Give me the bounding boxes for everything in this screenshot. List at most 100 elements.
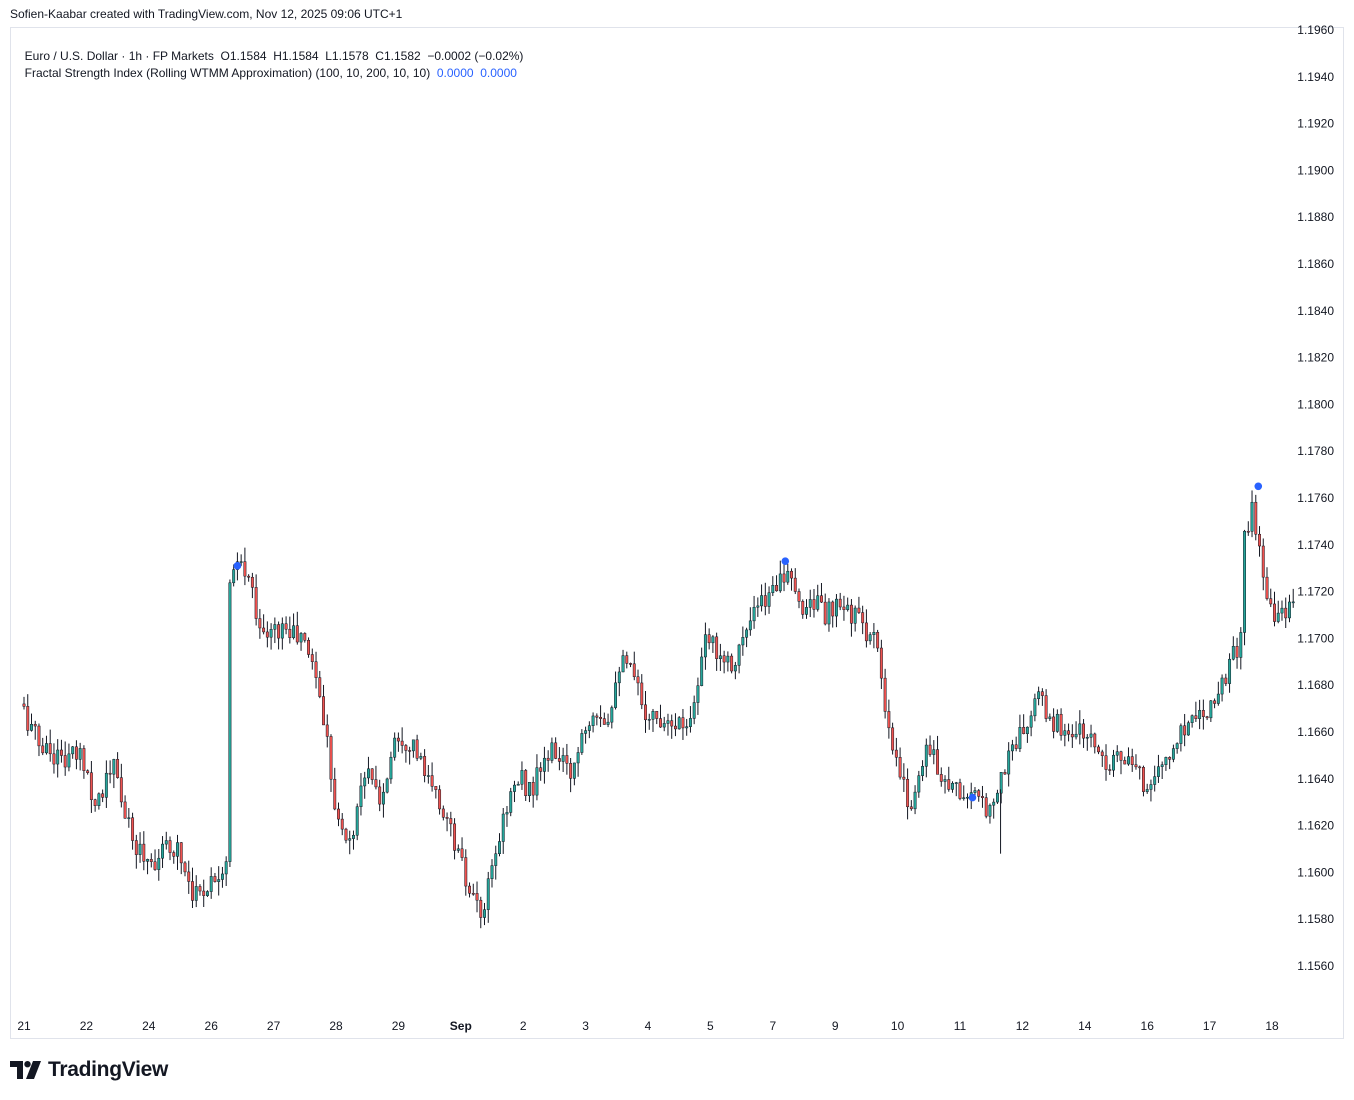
candle xyxy=(602,712,606,725)
candle xyxy=(606,713,610,728)
candle xyxy=(378,779,382,812)
candle xyxy=(1104,744,1108,781)
candle xyxy=(1070,724,1074,748)
candle xyxy=(973,787,977,796)
candle xyxy=(1198,699,1202,730)
candle xyxy=(685,718,689,736)
candle xyxy=(1246,521,1250,536)
candle xyxy=(359,773,363,816)
candle xyxy=(778,560,782,593)
candle xyxy=(337,802,340,827)
candle xyxy=(419,752,423,761)
candle xyxy=(1142,765,1145,797)
fractal-marker-series xyxy=(233,482,1263,802)
x-tick-label: 27 xyxy=(267,1019,281,1033)
candle xyxy=(797,588,801,609)
x-tick-label: 24 xyxy=(142,1019,156,1033)
candle xyxy=(891,722,895,755)
x-tick-label: 14 xyxy=(1078,1019,1092,1033)
candle xyxy=(707,628,711,650)
candle xyxy=(711,635,715,653)
candle xyxy=(928,735,932,757)
candle xyxy=(228,579,232,867)
candle xyxy=(280,617,284,650)
x-tick-label: 11 xyxy=(954,1019,967,1033)
candle xyxy=(370,768,374,785)
candle xyxy=(820,583,823,603)
candle xyxy=(1201,699,1205,730)
chart-frame[interactable] xyxy=(10,27,1344,1039)
candle xyxy=(692,695,696,725)
candle xyxy=(329,734,333,792)
candle xyxy=(220,866,224,888)
candle xyxy=(1216,681,1220,706)
candle xyxy=(262,614,266,635)
y-tick-label: 1.1920 xyxy=(1297,117,1334,131)
candle xyxy=(191,867,194,909)
candle xyxy=(1220,674,1224,702)
y-tick-label: 1.1840 xyxy=(1297,304,1334,318)
candle xyxy=(430,762,434,792)
x-tick-label: 16 xyxy=(1141,1019,1155,1033)
candle xyxy=(172,850,176,864)
candle xyxy=(737,643,741,674)
candle xyxy=(730,653,734,674)
candle xyxy=(1213,698,1217,709)
candle xyxy=(501,807,505,854)
candle xyxy=(1235,637,1239,669)
candle xyxy=(1280,600,1284,621)
candle xyxy=(625,651,629,669)
candle xyxy=(1063,723,1067,747)
candle xyxy=(981,785,984,808)
candle xyxy=(78,742,82,771)
candle xyxy=(745,627,749,648)
candle xyxy=(921,760,925,782)
candle xyxy=(258,608,262,639)
candle xyxy=(494,845,498,880)
candle xyxy=(168,836,172,861)
candle xyxy=(1033,693,1037,722)
candle xyxy=(486,871,490,923)
candle xyxy=(1089,724,1093,748)
candle xyxy=(37,723,41,757)
candle xyxy=(30,713,33,732)
candle xyxy=(1156,754,1160,783)
candle xyxy=(674,713,677,737)
legend-symbol-row[interactable]: Euro / U.S. Dollar · 1h · FP Markets O1.… xyxy=(18,35,524,63)
tradingview-brand[interactable]: TradingView xyxy=(10,1058,168,1082)
candle xyxy=(1130,748,1134,772)
candle xyxy=(45,735,48,755)
candle xyxy=(288,616,292,644)
legend-ohlc: O1.1584 H1.1584 L1.1578 C1.1582 −0.0002 … xyxy=(220,49,524,63)
candle xyxy=(722,650,726,674)
candle xyxy=(1243,529,1246,646)
candle xyxy=(617,666,621,697)
candle xyxy=(434,786,438,799)
candle xyxy=(516,781,520,786)
candle xyxy=(906,768,910,820)
candle xyxy=(157,849,161,881)
legend-indicator-row[interactable]: Fractal Strength Index (Rolling WTMM App… xyxy=(18,52,517,80)
candle xyxy=(816,584,820,612)
candle xyxy=(1258,526,1261,557)
candle xyxy=(763,582,767,616)
chart-credit: Sofien-Kaabar created with TradingView.c… xyxy=(10,7,403,21)
candle xyxy=(670,714,674,739)
candle xyxy=(700,647,704,687)
candle xyxy=(247,574,251,582)
candle xyxy=(846,597,850,612)
candle xyxy=(217,866,221,896)
candle xyxy=(314,651,318,689)
candle xyxy=(861,605,865,635)
candle xyxy=(703,622,707,670)
candle xyxy=(932,740,936,765)
candle xyxy=(958,778,962,801)
candle xyxy=(1007,742,1011,787)
candle xyxy=(269,623,273,650)
candle xyxy=(546,750,550,772)
candle xyxy=(591,712,595,733)
candle xyxy=(1183,713,1187,747)
candle xyxy=(531,776,535,808)
candle xyxy=(498,833,501,857)
